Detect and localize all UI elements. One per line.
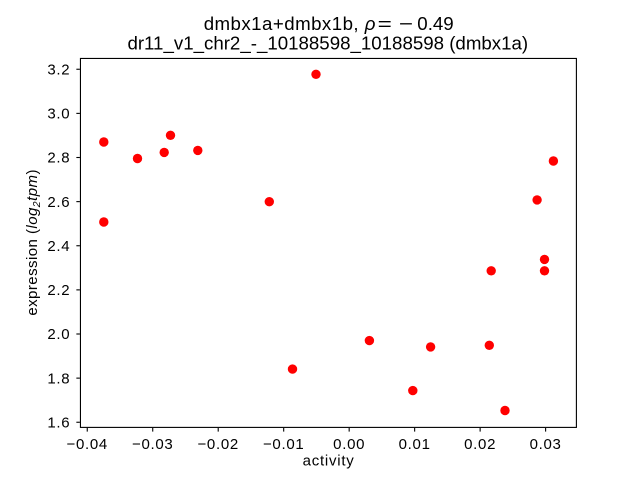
svg-text:0.02: 0.02	[464, 436, 496, 453]
svg-text:0.49: 0.49	[417, 13, 453, 34]
svg-text:=: =	[378, 13, 392, 35]
svg-text:2.6: 2.6	[47, 194, 70, 211]
svg-text:−0.03: −0.03	[132, 436, 173, 453]
svg-text:2.8: 2.8	[47, 150, 70, 167]
svg-text:−0.04: −0.04	[67, 436, 108, 453]
svg-text:0.00: 0.00	[333, 436, 365, 453]
svg-text:2.4: 2.4	[47, 238, 70, 255]
svg-text:2.0: 2.0	[47, 326, 70, 343]
svg-text:dr11_v1_chr2_-_10188598_101885: dr11_v1_chr2_-_10188598_10188598 (dmbx1a…	[127, 32, 528, 54]
svg-text:3.2: 3.2	[47, 61, 70, 78]
svg-text:0.03: 0.03	[530, 436, 562, 453]
svg-text:−0.02: −0.02	[197, 436, 238, 453]
svg-text:−: −	[399, 13, 413, 35]
svg-text:0.01: 0.01	[399, 436, 431, 453]
svg-text:dmbx1a+dmbx1b, ρ: dmbx1a+dmbx1b, ρ	[204, 13, 376, 34]
svg-text:activity: activity	[303, 453, 355, 470]
svg-text:expression (log2tpm): expression (log2tpm)	[24, 169, 43, 316]
svg-text:−0.01: −0.01	[263, 436, 304, 453]
svg-text:1.8: 1.8	[47, 370, 70, 387]
svg-text:3.0: 3.0	[47, 106, 70, 123]
svg-text:1.6: 1.6	[47, 414, 70, 431]
svg-text:2.2: 2.2	[47, 282, 70, 299]
